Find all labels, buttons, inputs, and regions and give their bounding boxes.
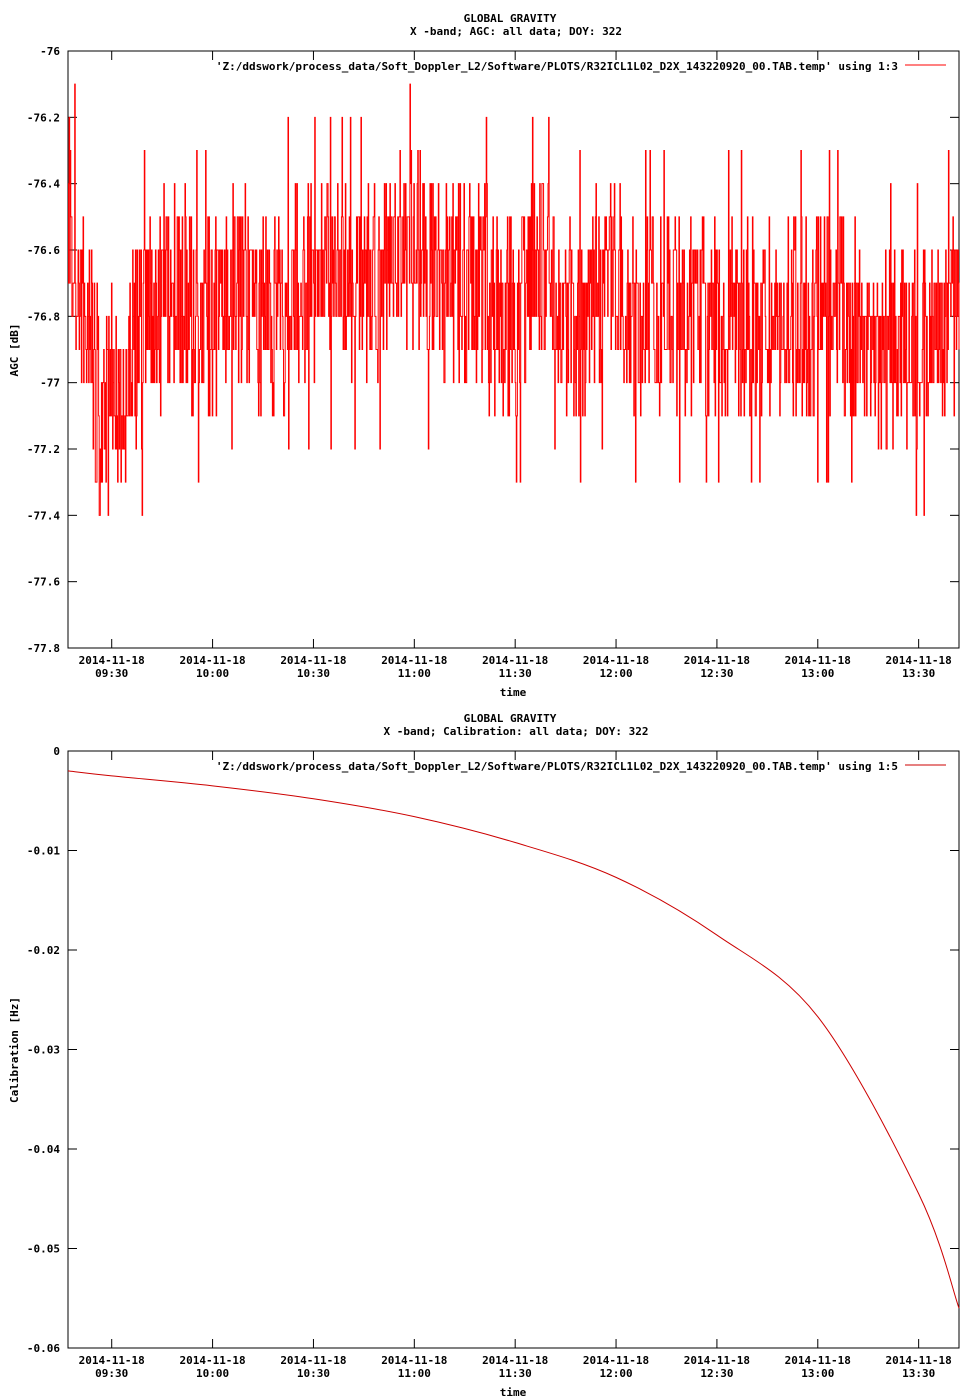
agc-y-tick-label: -76 — [40, 45, 60, 58]
agc-x-axis: 2014-11-1809:302014-11-1810:002014-11-18… — [79, 51, 952, 680]
agc-x-tick-time: 12:00 — [599, 667, 632, 680]
calibration-x-tick-time: 13:30 — [902, 1367, 935, 1380]
calibration-title: GLOBAL GRAVITY — [464, 712, 557, 725]
agc-y-tick-label: -77 — [40, 377, 60, 390]
agc-y-tick-label: -76.6 — [27, 244, 60, 257]
agc-x-tick-date: 2014-11-18 — [785, 654, 851, 667]
calibration-legend: 'Z:/ddswork/process_data/Soft_Doppler_L2… — [216, 760, 946, 773]
agc-y-tick-label: -77.2 — [27, 443, 60, 456]
agc-panel: GLOBAL GRAVITY X -band; AGC: all data; D… — [8, 12, 960, 699]
calibration-x-axis: 2014-11-1809:302014-11-1810:002014-11-18… — [79, 751, 952, 1380]
agc-series-line — [68, 83, 960, 516]
calibration-x-tick-time: 12:00 — [599, 1367, 632, 1380]
agc-y-tick-label: -76.2 — [27, 111, 60, 124]
agc-x-tick-date: 2014-11-18 — [179, 654, 245, 667]
calibration-y-tick-label: -0.06 — [27, 1342, 60, 1355]
agc-x-axis-label: time — [500, 686, 527, 699]
agc-x-tick-date: 2014-11-18 — [280, 654, 346, 667]
calibration-y-axis-label: Calibration [Hz] — [8, 997, 21, 1103]
calibration-plot-frame — [67, 750, 960, 1349]
agc-title: GLOBAL GRAVITY — [464, 12, 557, 25]
agc-y-tick-label: -77.4 — [27, 509, 60, 522]
calibration-x-tick-date: 2014-11-18 — [381, 1354, 447, 1367]
agc-y-tick-label: -77.8 — [27, 642, 60, 655]
calibration-panel: GLOBAL GRAVITY X -band; Calibration: all… — [8, 712, 960, 1399]
calibration-x-tick-date: 2014-11-18 — [785, 1354, 851, 1367]
agc-y-tick-label: -76.4 — [27, 178, 60, 191]
agc-y-tick-label: -77.6 — [27, 576, 60, 589]
agc-x-tick-time: 13:30 — [902, 667, 935, 680]
calibration-y-tick-label: -0.01 — [27, 845, 60, 858]
agc-y-axis-label: AGC [dB] — [8, 324, 21, 377]
agc-x-tick-date: 2014-11-18 — [381, 654, 447, 667]
calibration-x-tick-date: 2014-11-18 — [583, 1354, 649, 1367]
calibration-x-tick-time: 11:30 — [499, 1367, 532, 1380]
calibration-x-tick-time: 12:30 — [700, 1367, 733, 1380]
agc-x-tick-date: 2014-11-18 — [583, 654, 649, 667]
calibration-y-tick-label: -0.03 — [27, 1044, 60, 1057]
agc-x-tick-time: 10:00 — [196, 667, 229, 680]
agc-y-tick-label: -76.8 — [27, 310, 60, 323]
calibration-y-tick-label: 0 — [53, 745, 60, 758]
calibration-x-tick-date: 2014-11-18 — [886, 1354, 952, 1367]
calibration-y-axis: 0 -0.01 -0.02 -0.03 -0.04 -0.05 -0.06 — [27, 745, 959, 1355]
calibration-series-line — [67, 770, 960, 1309]
agc-x-tick-date: 2014-11-18 — [79, 654, 145, 667]
agc-x-tick-time: 10:30 — [297, 667, 330, 680]
calibration-x-tick-date: 2014-11-18 — [280, 1354, 346, 1367]
calibration-x-tick-time: 09:30 — [95, 1367, 128, 1380]
calibration-x-tick-time: 10:00 — [196, 1367, 229, 1380]
calibration-x-tick-date: 2014-11-18 — [684, 1354, 750, 1367]
agc-x-tick-time: 11:00 — [398, 667, 431, 680]
calibration-x-tick-time: 11:00 — [398, 1367, 431, 1380]
calibration-y-tick-label: -0.02 — [27, 944, 60, 957]
calibration-subtitle: X -band; Calibration: all data; DOY: 322 — [384, 725, 649, 738]
calibration-y-tick-label: -0.04 — [27, 1143, 60, 1156]
agc-x-tick-time: 11:30 — [499, 667, 532, 680]
agc-x-tick-time: 12:30 — [700, 667, 733, 680]
agc-x-tick-date: 2014-11-18 — [886, 654, 952, 667]
calibration-x-tick-date: 2014-11-18 — [482, 1354, 548, 1367]
agc-legend-label: 'Z:/ddswork/process_data/Soft_Doppler_L2… — [216, 60, 898, 73]
calibration-x-tick-date: 2014-11-18 — [79, 1354, 145, 1367]
agc-x-tick-time: 09:30 — [95, 667, 128, 680]
calibration-legend-label: 'Z:/ddswork/process_data/Soft_Doppler_L2… — [216, 760, 898, 773]
agc-x-tick-date: 2014-11-18 — [482, 654, 548, 667]
agc-x-tick-time: 13:00 — [801, 667, 834, 680]
calibration-x-axis-label: time — [500, 1386, 527, 1399]
calibration-y-tick-label: -0.05 — [27, 1243, 60, 1256]
calibration-x-tick-time: 13:00 — [801, 1367, 834, 1380]
agc-x-tick-date: 2014-11-18 — [684, 654, 750, 667]
calibration-x-tick-time: 10:30 — [297, 1367, 330, 1380]
calibration-x-tick-date: 2014-11-18 — [179, 1354, 245, 1367]
agc-legend: 'Z:/ddswork/process_data/Soft_Doppler_L2… — [216, 60, 946, 73]
agc-subtitle: X -band; AGC: all data; DOY: 322 — [410, 25, 622, 38]
